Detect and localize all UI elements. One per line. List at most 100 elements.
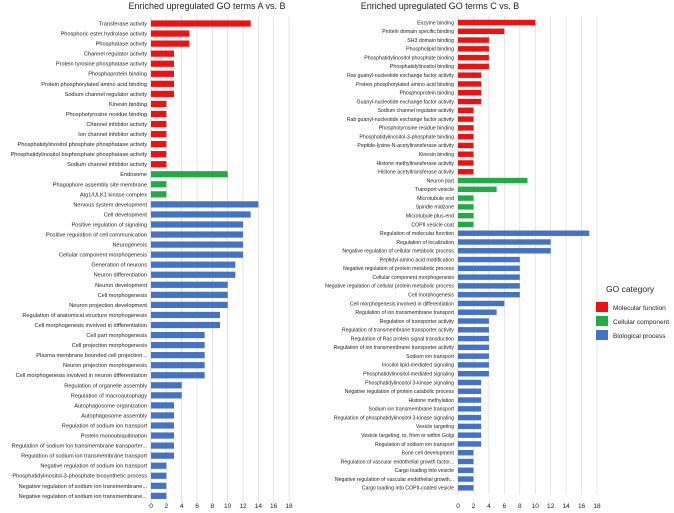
panel-a-bar [151, 211, 251, 218]
panel-b-bar [458, 186, 497, 193]
panel-a-category-label: Protein tyrosine phosphatase activity [56, 62, 147, 68]
panel-b-bar [458, 432, 482, 438]
panel-a-bar [151, 482, 167, 489]
panel-a-bar [151, 80, 174, 87]
panel-b-bar [458, 195, 474, 201]
panel-a-category-label: Neuron differentiation [94, 273, 147, 279]
panel-a-title: Enriched upregulated GO terms A vs. B [128, 1, 285, 11]
panel-a-bar [151, 201, 259, 208]
panel-a-category-label: Ion channel inhibitor activity [78, 132, 147, 138]
panel-b-x-tick-label: 4 [487, 503, 491, 510]
panel-a-category-label: Protein monoubiquitination [81, 434, 147, 440]
panel-b-category-label: Phospholipid binding [406, 47, 454, 53]
panel-b-bar [458, 274, 520, 280]
panel-b-category-label: Vesicle targeting, to, from or within Go… [361, 433, 454, 439]
panel-b-bar [458, 397, 482, 403]
panel-b-category-label: Inositol lipid-mediated signaling [382, 363, 454, 369]
panel-a-bar [151, 311, 220, 319]
panel-b-bar [458, 265, 520, 272]
panel-a-bar [151, 70, 174, 77]
panel-b-bar [458, 230, 590, 236]
panel-a-x-tick-label: 14 [255, 503, 263, 510]
panel-b-bar [458, 476, 474, 482]
panel-a-category-label: Phosphotyrosine residue binding [66, 112, 147, 118]
panel-a-category-label: Neuron projection morphogenesis [63, 363, 147, 369]
panel-b-title: Enriched upregulated GO terms C vs. B [361, 1, 520, 11]
panel-b-category-label: Regulation of sodium ion transport [375, 442, 455, 448]
panel-b-bar [458, 370, 489, 377]
panel-b-x-tick-label: 12 [547, 503, 555, 510]
panel-b-category-label: Guanyl-nucleotide exchange factor activi… [357, 99, 455, 105]
panel-b-category-label: Negative regulation of protein catabolic… [345, 389, 455, 395]
panel-b-bar [458, 248, 551, 254]
panel-a-category-label: Neuron projection development [69, 303, 147, 309]
panel-b-bar [458, 318, 489, 324]
panel-b-category-label: Ras guanyl-nucleotide exchange factor ac… [347, 73, 454, 79]
panel-b-bar [458, 441, 482, 447]
panel-a-category-label: Autophagosome organization [74, 403, 147, 409]
panel-a-bar [151, 171, 228, 178]
panel-b-bar [458, 467, 474, 474]
panel-b-category-label: Vesicle targeting [416, 424, 454, 430]
panel-b-bar [458, 125, 474, 131]
panel-b-x-tick-label: 16 [578, 503, 586, 510]
panel-b-category-label: COPII vesicle coat [411, 222, 454, 228]
panel-b-bar [458, 283, 520, 289]
panel-b-bar [458, 423, 482, 430]
panel-b-bar [458, 256, 520, 263]
panel-b-bar [458, 28, 505, 35]
panel-b-x-tick-label: 18 [593, 503, 601, 510]
panel-a-bar [151, 291, 228, 298]
panel-b-bar [458, 212, 474, 219]
panel-a-x-tick-label: 18 [285, 503, 293, 510]
panel-b-category-label: Neuron part [427, 178, 455, 184]
panel-a-bar [151, 362, 205, 369]
panel-b-bar [458, 485, 474, 491]
panel-a-bar [151, 50, 174, 57]
panel-b-category-label: Sodium ion transport [406, 354, 454, 360]
panel-b-category-label: Regulation of ion transmembrane transpor… [333, 345, 454, 351]
panel-a-x-tick-label: 6 [195, 503, 199, 510]
panel-b-bar [458, 160, 474, 166]
panel-b-bar [458, 72, 482, 78]
panel-b-bar [458, 54, 489, 61]
panel-a-bar [151, 452, 174, 459]
legend-label-cellular-component: Cellular component [613, 319, 669, 326]
panel-a-category-label: Channel regulator activity [84, 52, 147, 58]
panel-a-bar [151, 191, 167, 198]
panel-b-bar [458, 291, 520, 298]
panel-a-category-label: Negative regulation of sodium ion transm… [19, 494, 148, 500]
panel-a-category-label: Phosphoric ester hydrolase activity [61, 32, 148, 38]
panel-b-bar [458, 406, 482, 412]
panel-a-category-label: Negative regulation of sodium ion transp… [40, 464, 147, 470]
panel-a-bar [151, 181, 167, 188]
panel-b-bar [458, 107, 474, 114]
panel-a-category-label: Phosphoprotein binding [88, 72, 147, 78]
panel-a-category-label: Generation of neurons [91, 263, 147, 269]
panel-a-bar [151, 120, 167, 128]
panel-b-category-label: Peptidyl-amino acid modification [380, 257, 455, 263]
panel-b-bar [458, 239, 551, 245]
panel-b-bar [458, 116, 474, 122]
panel-b-bar [458, 169, 474, 175]
panel-b-bar [458, 46, 489, 52]
panel-b-plot: 0 2 4 6 8 10 12 14 16 18 Enzyme binding Protein dom… [325, 16, 601, 510]
panel-a-category-label: Protein phosphorylated amino acid bindin… [41, 82, 147, 88]
panel-b-category-label: Phosphatidylinositol-mediated signaling [363, 372, 454, 378]
panel-a-category-label: Endosome [120, 172, 147, 178]
panel-b-bar [458, 344, 489, 351]
panel-a-bar [151, 422, 174, 429]
panel-b-category-label: Cargo loading into COPII-coated vesicle [362, 486, 454, 492]
panel-a-bar [151, 151, 167, 158]
panel-b-category-label: Cell morphogenesis [408, 293, 454, 299]
panel-b-category-label: Negative regulation of protein metabolic… [343, 266, 454, 272]
panel-b-category-label: Cargo loading into vesicle [395, 468, 455, 474]
panel-a-bar [151, 281, 228, 288]
panel-a-bar [151, 352, 205, 359]
legend-swatch-cellular-component [596, 316, 608, 326]
panel-b-category-label: Phosphatidylinositol-3-phosphate binding [359, 134, 454, 140]
panel-a-category-label: Kinesin binding [109, 102, 147, 108]
panel-b-category-label: Microtubule plus-end [406, 213, 454, 219]
panel-b-category-label: Bone cell development [402, 451, 455, 457]
panel-a-bar [151, 372, 205, 379]
